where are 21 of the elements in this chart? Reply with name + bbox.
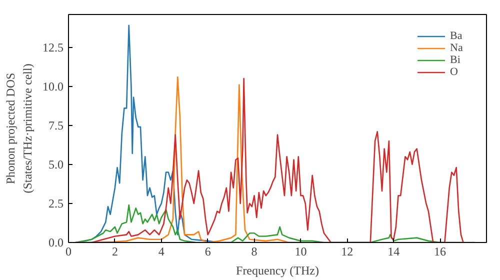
- y-tick-label: 2.5: [48, 196, 64, 210]
- legend-label: Ba: [450, 30, 464, 42]
- x-tick-label: 16: [434, 244, 446, 258]
- x-axis-title: Frequency (THz): [236, 264, 319, 278]
- x-tick-label: 2: [112, 244, 118, 258]
- y-tick-label: 10.0: [42, 79, 64, 94]
- x-tick-label: 4: [158, 244, 164, 258]
- y-tick-label: 12.5: [42, 40, 64, 54]
- legend-label: O: [450, 66, 459, 78]
- x-tick-label: 6: [204, 244, 211, 258]
- legend-label: Bi: [450, 54, 462, 66]
- legend-label: Na: [450, 42, 464, 54]
- x-tick-label: 14: [388, 244, 400, 258]
- y-tick-label: 7.5: [48, 118, 64, 132]
- y-tick-label: 0.0: [48, 236, 64, 250]
- x-tick-label: 10: [294, 244, 307, 258]
- x-tick-label: 12: [341, 244, 354, 258]
- x-tick-label: 8: [251, 244, 258, 258]
- y-axis-title: Phonon projected DOS (States/THz·primitive cell): [4, 64, 34, 194]
- y-tick-label: 5.0: [48, 157, 64, 172]
- x-tick-label: 0: [66, 244, 72, 258]
